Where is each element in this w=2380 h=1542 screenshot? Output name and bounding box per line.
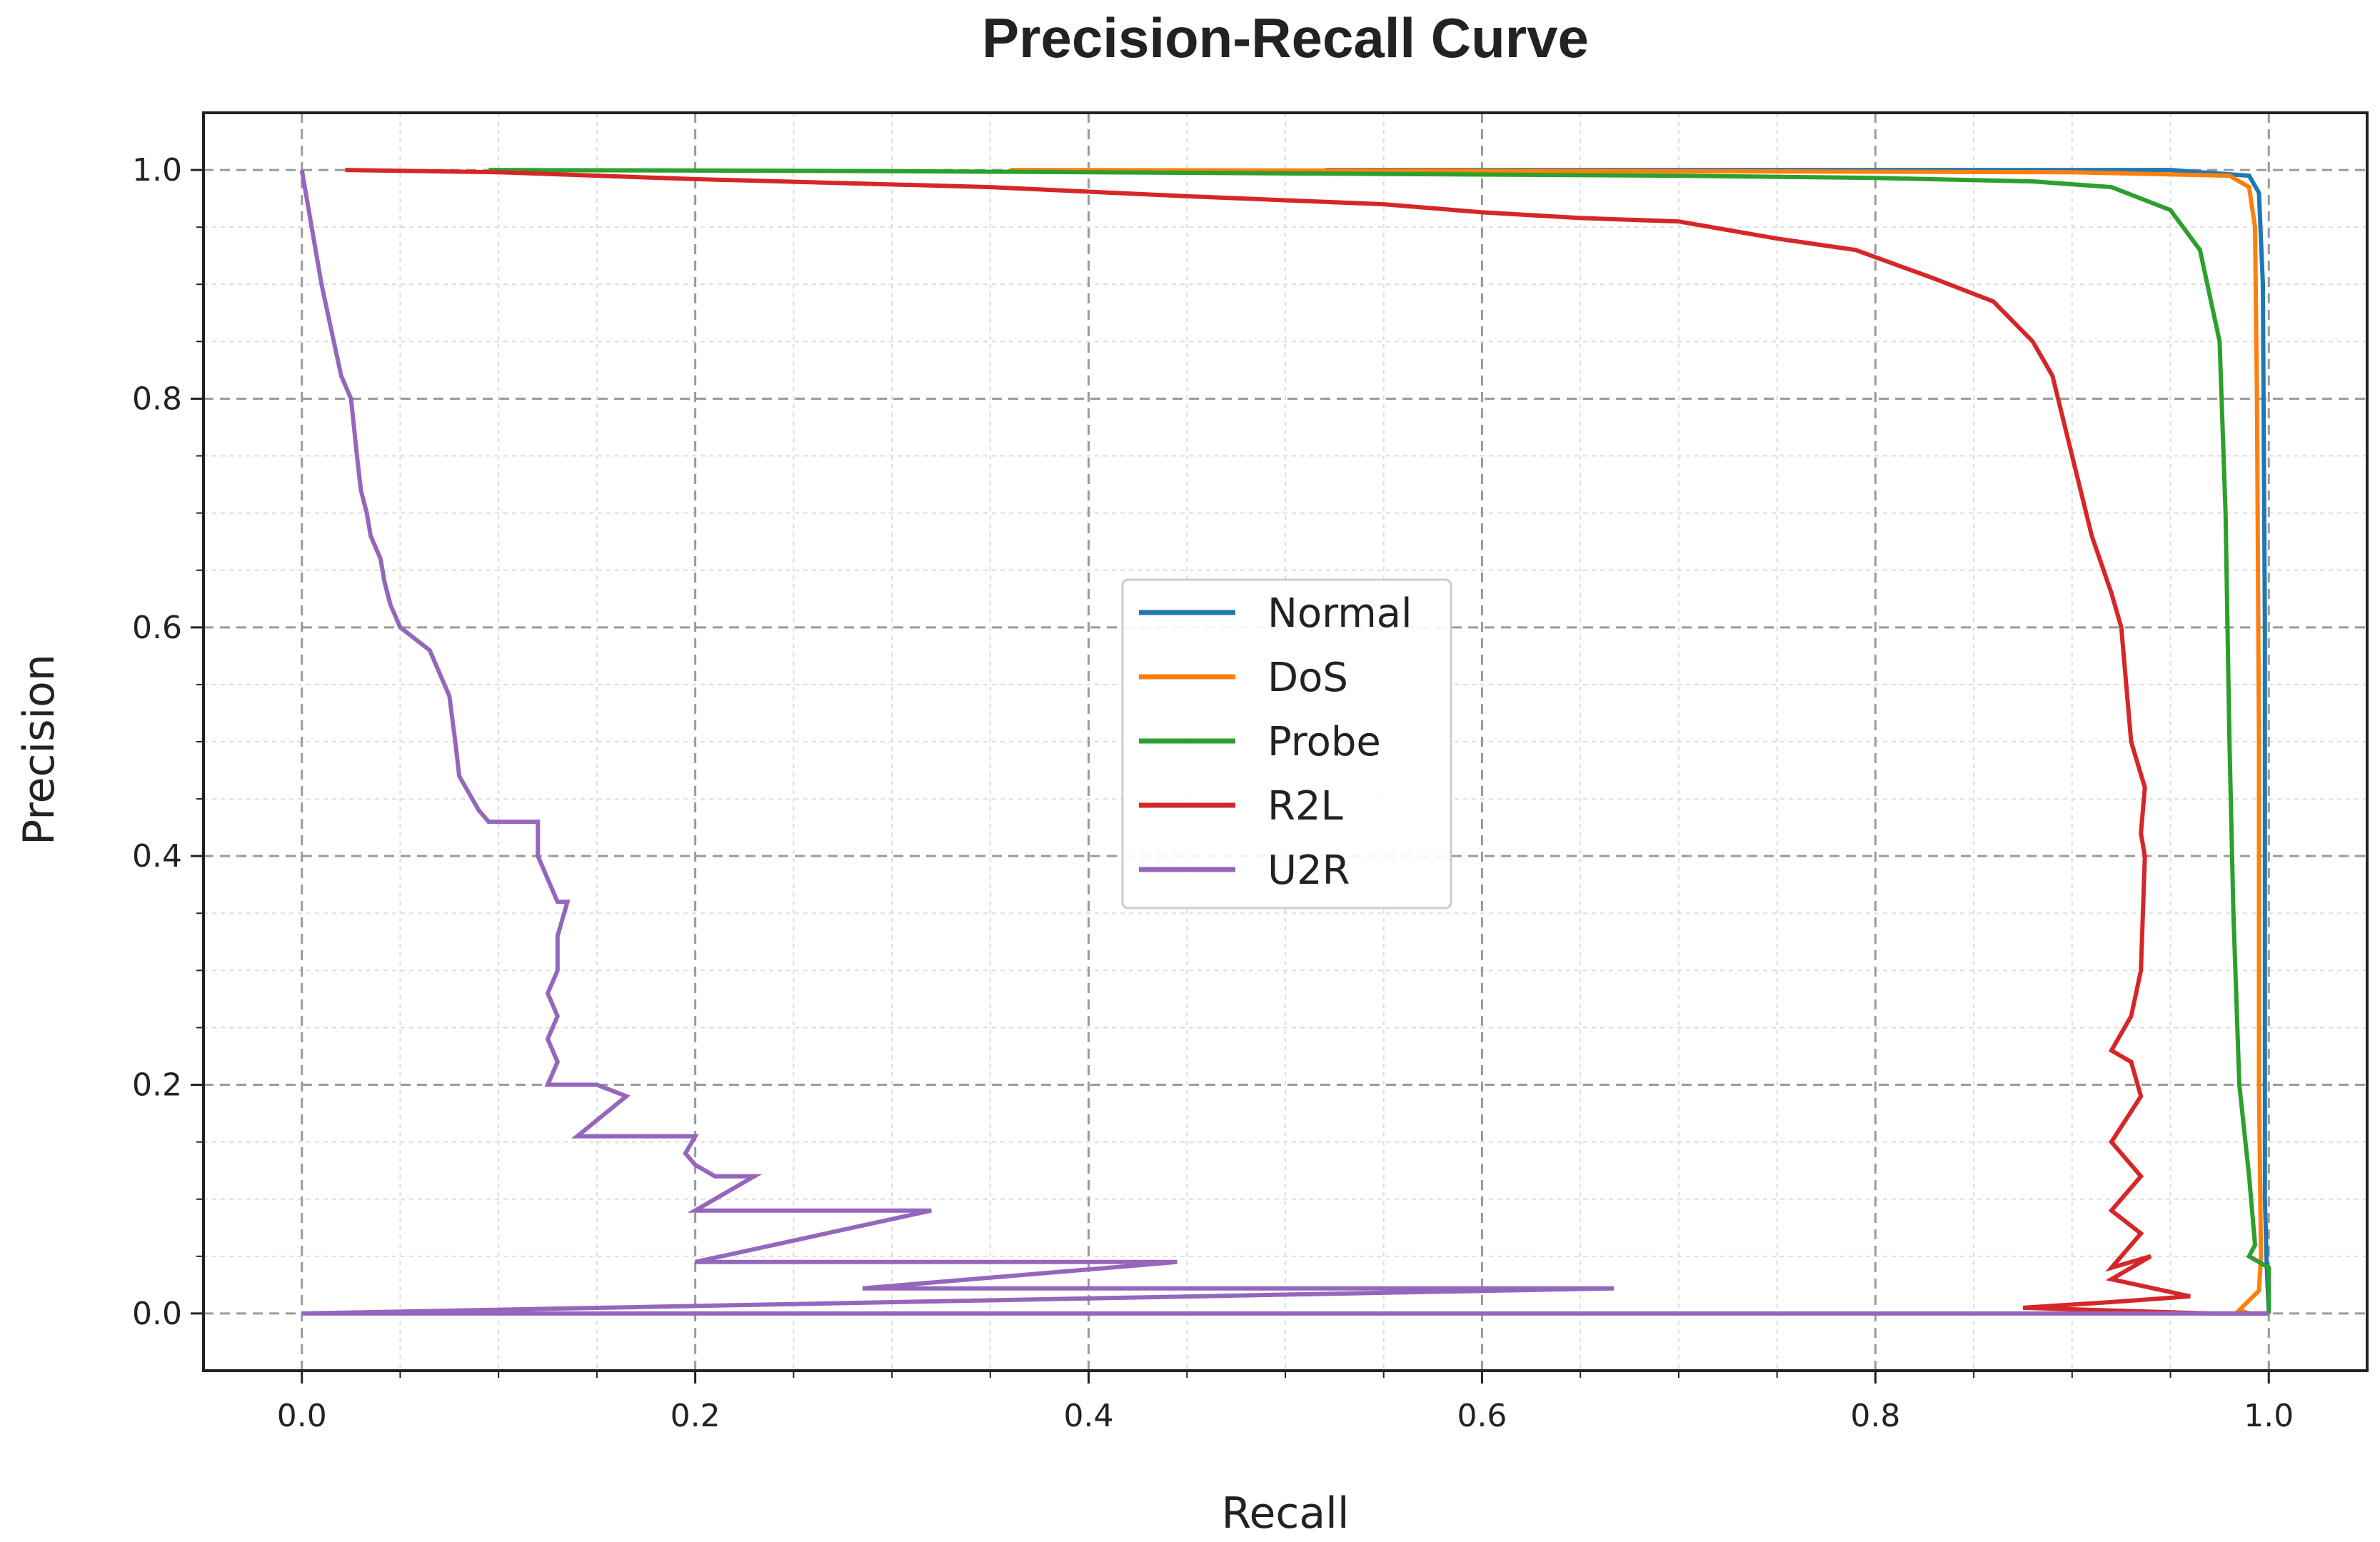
axis-ticks: [191, 168, 2270, 1384]
x-tick-label: 0.6: [1457, 1398, 1507, 1434]
x-tick-labels: 0.0 0.2 0.4 0.6 0.8 1.0: [277, 1398, 2294, 1434]
x-tick-label: 0.0: [277, 1398, 327, 1434]
legend: Normal DoS Probe R2L U2R: [1121, 578, 1452, 909]
legend-label-u2r: U2R: [1267, 847, 1350, 894]
y-tick-labels: 0.0 0.2 0.4 0.6 0.8 1.0: [132, 152, 182, 1332]
series-line-probe: [488, 168, 2271, 1314]
y-axis-label: Precision: [14, 654, 64, 845]
series-line-normal: [1325, 168, 2271, 1314]
x-tick-label: 0.4: [1064, 1398, 1114, 1434]
x-axis-label: Recall: [1221, 1488, 1349, 1538]
legend-frame: [1121, 578, 1452, 909]
series-line-r2l: [345, 168, 2269, 1316]
legend-label-normal: Normal: [1267, 590, 1412, 637]
legend-label-r2l: R2L: [1267, 783, 1343, 830]
legend-label-dos: DoS: [1267, 655, 1348, 701]
y-tick-label: 1.0: [132, 152, 182, 188]
y-tick-label: 0.4: [132, 838, 182, 875]
y-tick-label: 0.8: [132, 381, 182, 417]
x-tick-label: 1.0: [2244, 1398, 2294, 1434]
legend-label-probe: Probe: [1267, 719, 1381, 765]
series-line-u2r: [299, 169, 2269, 1316]
x-tick-label: 0.8: [1850, 1398, 1900, 1434]
minor-grid: [204, 113, 2367, 1371]
y-tick-label: 0.6: [132, 610, 182, 646]
x-tick-label: 0.2: [671, 1398, 720, 1434]
series-line-dos: [1010, 168, 2269, 1316]
y-tick-label: 0.2: [132, 1067, 182, 1104]
series-layer: [299, 168, 2271, 1316]
y-tick-label: 0.0: [132, 1296, 182, 1332]
chart-title: Precision-Recall Curve: [982, 6, 1589, 69]
major-grid: [204, 113, 2367, 1371]
